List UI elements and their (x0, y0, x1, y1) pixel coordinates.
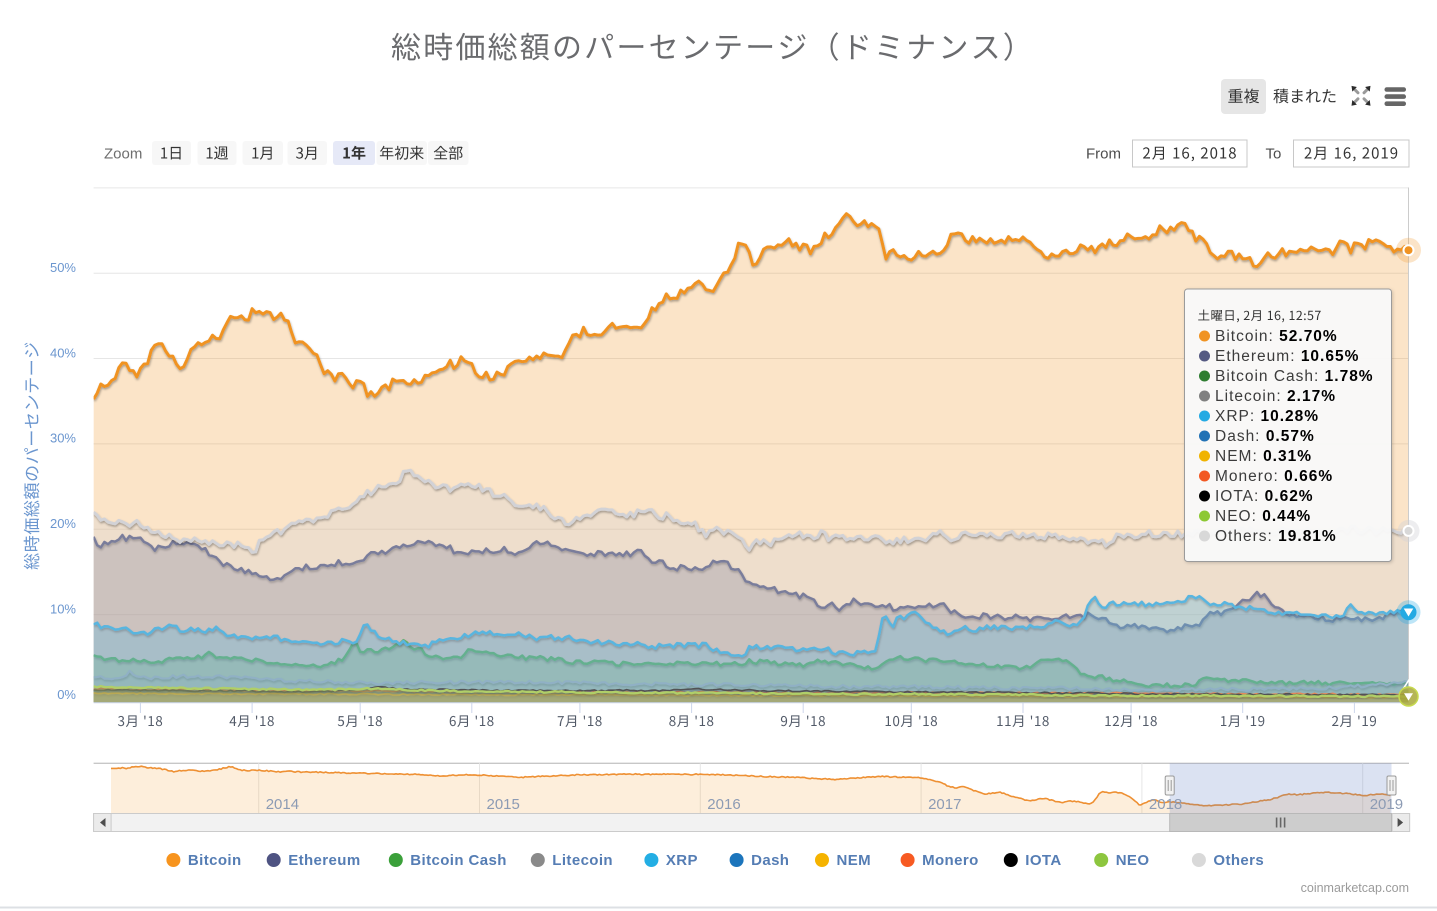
svg-text:IOTA: IOTA (1025, 852, 1061, 869)
svg-text:Others: 19.81%: Others: 19.81% (1215, 528, 1337, 545)
svg-text:Bitcoin Cash: 1.78%: Bitcoin Cash: 1.78% (1215, 368, 1374, 385)
svg-text:2018: 2018 (1149, 796, 1182, 813)
svg-text:40%: 40% (50, 345, 76, 360)
svg-text:2017: 2017 (928, 796, 961, 813)
svg-text:coinmarketcap.com: coinmarketcap.com (1301, 881, 1409, 895)
svg-text:Bitcoin: Bitcoin (188, 852, 242, 869)
svg-text:Ethereum: 10.65%: Ethereum: 10.65% (1215, 348, 1359, 365)
svg-text:NEM: 0.31%: NEM: 0.31% (1215, 448, 1312, 465)
svg-text:Dash: 0.57%: Dash: 0.57% (1215, 428, 1315, 445)
svg-text:Ethereum: Ethereum (288, 852, 360, 869)
svg-text:10%: 10% (50, 601, 76, 616)
svg-text:Dash: Dash (751, 852, 789, 869)
svg-text:Litecoin: Litecoin (552, 852, 613, 869)
svg-text:XRP: 10.28%: XRP: 10.28% (1215, 408, 1319, 425)
svg-text:Monero: Monero (922, 852, 979, 869)
svg-text:Bitcoin: 52.70%: Bitcoin: 52.70% (1215, 328, 1338, 345)
svg-text:To: To (1266, 146, 1282, 163)
svg-text:Monero: 0.66%: Monero: 0.66% (1215, 468, 1333, 485)
svg-text:50%: 50% (50, 260, 76, 275)
svg-text:Others: Others (1213, 852, 1264, 869)
svg-text:From: From (1086, 146, 1121, 163)
svg-text:2015: 2015 (487, 796, 520, 813)
svg-text:Litecoin: 2.17%: Litecoin: 2.17% (1215, 388, 1336, 405)
svg-text:IOTA: 0.62%: IOTA: 0.62% (1215, 488, 1314, 505)
svg-text:NEO: 0.44%: NEO: 0.44% (1215, 508, 1311, 525)
svg-text:2016: 2016 (707, 796, 740, 813)
svg-text:20%: 20% (50, 516, 76, 531)
svg-text:0%: 0% (57, 687, 76, 702)
svg-text:NEM: NEM (837, 852, 872, 869)
svg-text:Zoom: Zoom (104, 146, 142, 163)
svg-text:30%: 30% (50, 431, 76, 446)
svg-text:NEO: NEO (1116, 852, 1150, 869)
svg-text:XRP: XRP (666, 852, 698, 869)
svg-text:Bitcoin Cash: Bitcoin Cash (410, 852, 506, 869)
svg-text:2014: 2014 (266, 796, 299, 813)
svg-text:2019: 2019 (1370, 796, 1403, 813)
